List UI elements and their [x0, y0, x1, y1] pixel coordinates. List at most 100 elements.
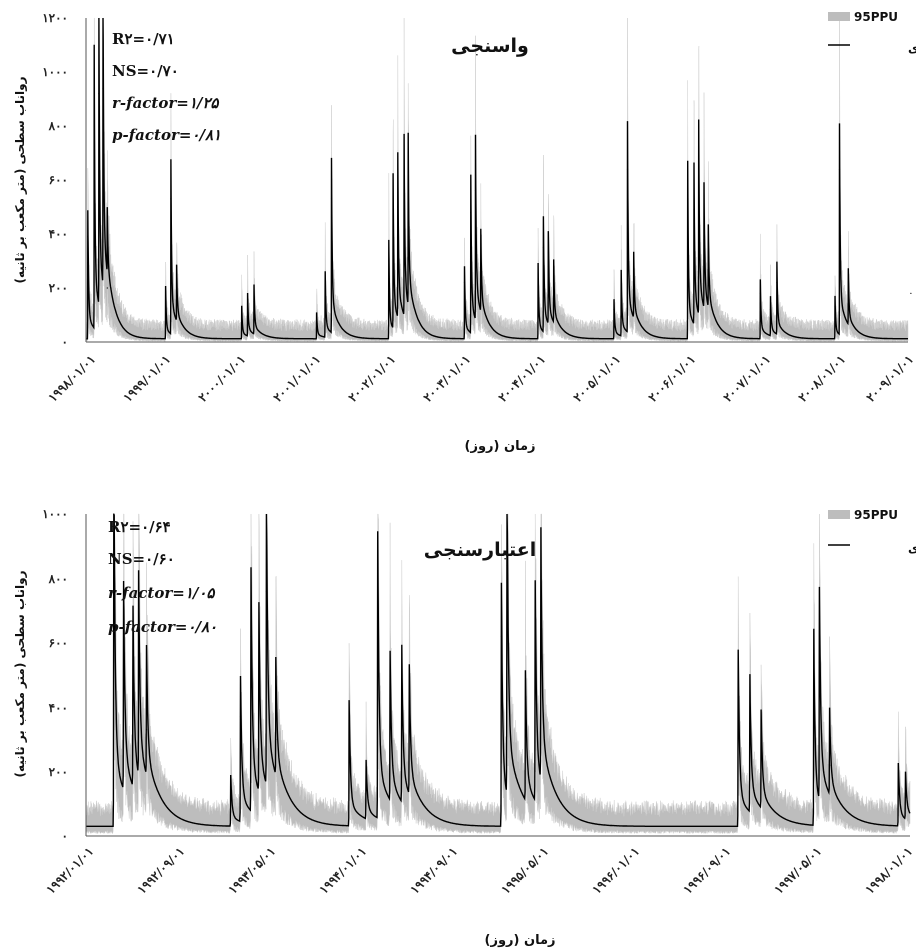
x-tick-label: ۱۹۹۵/۰۵/۰۱	[499, 844, 552, 897]
observed-peak	[132, 687, 134, 689]
x-tick-label: ۱۹۹۴/۰۱/۰۱	[317, 844, 370, 897]
chart-title: واسنجی	[451, 35, 529, 57]
x-tick-label: ۱۹۹۲/۰۹/۰۱	[135, 844, 188, 897]
observed-peak	[542, 246, 545, 249]
x-axis-label: زمان (روز)	[485, 933, 556, 948]
x-tick-label: ۲۰۰۱/۰۱/۰۱	[271, 352, 324, 405]
observed-peak	[910, 292, 912, 294]
x-tick-label: ۲۰۰۶/۰۱/۰۱	[646, 352, 699, 405]
observed-peak	[904, 796, 907, 798]
r2-stat: R۲=۰/۶۴	[108, 518, 171, 536]
observed-peak	[247, 306, 249, 308]
observed-peak	[98, 93, 100, 95]
observed-peak	[365, 787, 367, 789]
ppu-band	[85, 17, 909, 343]
y-tick-label: ۱۲۰۰	[42, 11, 68, 25]
observed-peak	[818, 661, 821, 663]
observed-line	[86, 513, 911, 827]
observed-peak	[524, 729, 527, 731]
observed-peak	[749, 722, 751, 724]
x-tick-label: ۲۰۰۴/۰۱/۰۱	[496, 352, 549, 405]
observed-peak	[463, 282, 466, 284]
observed-peak	[847, 295, 849, 297]
observed-peak	[737, 690, 739, 692]
ppu-band-group	[85, 513, 911, 835]
x-tick-label: ۱۹۹۸/۰۱/۰۱	[46, 352, 99, 405]
x-tick-label: ۱۹۹۶/۰۱/۰۱	[590, 844, 643, 897]
x-tick-label: ۲۰۰۹/۰۱/۰۱	[864, 352, 916, 405]
observed-peak	[403, 192, 405, 195]
y-axis-label: رواناب سطحی (متر مکعب بر ثانیه)	[13, 76, 28, 283]
observed-peak	[106, 287, 108, 289]
observed-peak	[703, 238, 705, 240]
observed-peak	[687, 195, 689, 197]
observed-peak	[389, 713, 391, 715]
observed-peak	[470, 211, 472, 213]
observed-peak	[176, 295, 178, 297]
p-factor-stat: p-factor=۰/۸۰	[108, 618, 217, 636]
y-tick-label: ۴۰۰	[49, 227, 68, 241]
x-tick-label: ۱۹۹۸/۰۱/۰۱	[863, 844, 916, 897]
observed-peak	[170, 198, 172, 200]
legend-swatch-ppu	[828, 510, 850, 519]
observed-peak	[258, 680, 260, 682]
chart-title: اعتبارسنجی	[424, 539, 536, 561]
ns-stat: NS=۰/۷۰	[112, 62, 179, 80]
x-tick-label: ۱۹۹۶/۰۹/۰۱	[681, 844, 734, 897]
observed-peak	[138, 668, 140, 670]
x-tick-label: ۲۰۰۲/۰۱/۰۱	[346, 352, 399, 405]
observed-peak	[239, 716, 242, 718]
observed-peak	[408, 729, 410, 731]
y-tick-label: ۱۰۰۰	[42, 65, 68, 79]
ppu-band-group	[85, 17, 909, 343]
observed-peak	[506, 564, 508, 567]
observed-line-group	[86, 513, 911, 827]
observed-peak	[401, 706, 403, 708]
y-tick-label: ۰	[62, 335, 68, 349]
x-axis-label: زمان (روز)	[465, 439, 536, 454]
observed-peak	[113, 513, 115, 515]
observed-peak	[145, 729, 148, 731]
observed-peak	[241, 314, 243, 316]
calibration-chart: ۰ ۲۰۰ ۴۰۰ ۶۰۰ ۸۰۰ ۱۰۰۰ ۱۲۰۰ ۱۹۹۸/۰۱/۰۱ ۱…	[13, 10, 916, 454]
observed-peak	[620, 287, 622, 289]
observed-peak	[698, 182, 700, 184]
x-tick-label: ۱۹۹۴/۰۹/۰۱	[408, 844, 461, 897]
observed-peak	[348, 732, 350, 734]
observed-peak	[316, 319, 318, 321]
x-tick-label: ۱۹۹۷/۰۵/۰۱	[772, 844, 825, 897]
observed-peak	[553, 290, 555, 292]
observed-peak	[693, 209, 695, 211]
observed-peak	[540, 629, 542, 631]
observed-peak	[265, 590, 267, 592]
x-tick-label: ۱۹۹۹/۰۱/۰۱	[121, 352, 174, 405]
legend-swatch-ppu	[828, 12, 850, 21]
y-tick-label: ۲۰۰	[49, 281, 68, 295]
observed-peak	[480, 273, 482, 276]
y-tick-label: ۶۰۰	[49, 636, 68, 650]
observed-peak	[123, 664, 125, 666]
observed-peak	[813, 674, 815, 676]
observed-line	[86, 17, 908, 340]
observed-peak	[897, 783, 899, 786]
observed-peak	[230, 793, 232, 795]
observed-peak	[165, 298, 167, 300]
x-tick-label: ۲۰۰۷/۰۱/۰۱	[721, 352, 774, 405]
observed-peak	[250, 635, 252, 637]
observed-peak	[760, 754, 762, 757]
observed-peak	[829, 764, 831, 766]
observed-peak	[547, 265, 549, 267]
observed-peak	[633, 287, 635, 289]
r-factor-stat: r-factor=۱/۰۵	[108, 584, 215, 602]
observed-peak	[275, 738, 277, 740]
observed-peak	[500, 635, 502, 637]
observed-peak	[407, 201, 409, 203]
x-tick-label: ۲۰۰۵/۰۱/۰۱	[571, 352, 624, 405]
observed-peak	[759, 292, 761, 294]
observed-line-group	[86, 17, 912, 340]
validation-chart: ۰ ۲۰۰ ۴۰۰ ۶۰۰ ۸۰۰ ۱۰۰۰ ۱۹۹۲/۰۱/۰۱ ۱۹۹۲/۰…	[13, 507, 916, 948]
observed-peak	[838, 168, 841, 170]
observed-peak	[87, 236, 89, 238]
legend-label-ppu: 95PPU	[854, 508, 898, 522]
observed-peak	[613, 309, 615, 311]
